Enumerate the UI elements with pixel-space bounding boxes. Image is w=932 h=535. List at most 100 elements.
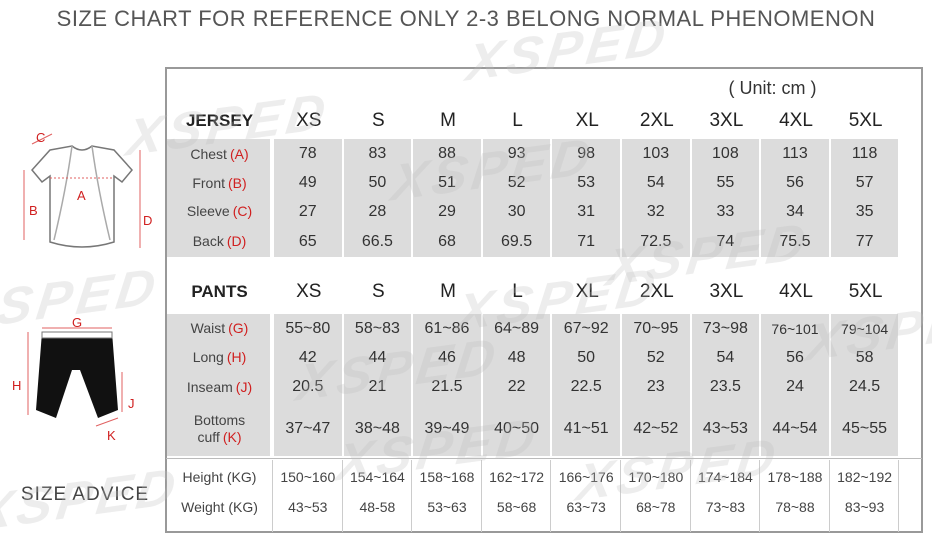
header-cell: 3XL: [709, 110, 744, 131]
header-cell: 2XL: [639, 281, 674, 302]
value-cell: 75.5: [779, 232, 811, 250]
advice-cell: 158~168: [419, 469, 475, 485]
value-cell: 74: [716, 232, 735, 250]
jersey-sketch: [31, 145, 133, 248]
value-cell: 55: [716, 174, 735, 191]
value-cell: 21.5: [431, 378, 463, 395]
header-cell: PANTS: [191, 282, 248, 301]
value-cell: 70~95: [633, 319, 679, 337]
value-cell: 73~98: [702, 319, 748, 337]
column-bg: [482, 139, 551, 257]
value-cell: 49: [298, 174, 317, 191]
column-bg: [761, 314, 829, 456]
value-cell: 23.5: [709, 378, 741, 395]
value-cell: 33: [716, 202, 735, 220]
value-cell: 24: [786, 378, 804, 395]
advice-sep: [341, 460, 343, 532]
jersey-letter: B: [29, 203, 38, 218]
column-bg: [343, 314, 412, 456]
advice-cell: 68~78: [636, 499, 676, 515]
value-cell: 52: [507, 174, 526, 191]
label-key: (K): [222, 429, 242, 445]
value-cell: 43~53: [702, 420, 748, 437]
value-cell: 72.5: [640, 232, 672, 250]
column-bg: [482, 314, 551, 456]
column-bg: [830, 314, 899, 456]
value-cell: 20.5: [292, 378, 324, 395]
advice-line: [166, 458, 922, 459]
header-cell: 3XL: [709, 281, 744, 302]
advice-cell: 178~188: [767, 469, 823, 485]
value-cell: 32: [646, 202, 665, 220]
value-cell: 27: [298, 202, 317, 220]
advice-cell: 48-58: [359, 499, 396, 515]
pants-letter: G: [72, 315, 82, 330]
header-cell: 2XL: [639, 110, 674, 131]
value-cell: 35: [855, 202, 874, 220]
header-cell: S: [372, 281, 385, 302]
advice-cell: 166~176: [558, 469, 614, 485]
value-cell: 56: [786, 174, 804, 191]
label: Back: [192, 233, 224, 249]
column-bg: [167, 314, 270, 456]
header-cell: XL: [575, 110, 599, 131]
value-cell: 65: [298, 232, 317, 250]
advice-cell: 162~172: [489, 469, 545, 485]
row-label-text: Sleeve (C): [187, 203, 252, 220]
advice-label: Height (KG): [182, 468, 257, 485]
advice-title: SIZE ADVICE: [20, 484, 150, 505]
diagrams: C A B D G H J K: [12, 130, 152, 443]
jersey-letter: C: [36, 130, 45, 145]
pants-sketch: [36, 331, 118, 418]
value-cell: 88: [438, 145, 456, 162]
advice-cell: 150~160: [280, 469, 336, 485]
value-cell: 51: [438, 174, 456, 191]
pants-measure: [27, 327, 123, 427]
label-key: (J): [235, 378, 253, 395]
value-cell: 68: [438, 232, 456, 250]
advice-cell: 170~180: [628, 469, 684, 485]
advice-cell: 53~63: [427, 499, 467, 515]
column-bg: [552, 139, 620, 257]
column-bg: [622, 314, 690, 456]
value-cell: 38~48: [354, 420, 400, 437]
column-bg: [167, 139, 270, 257]
value-cell: 50: [368, 174, 387, 191]
value-cell: 66.5: [361, 232, 393, 250]
value-cell: 31: [577, 202, 596, 220]
value-cell: 22.5: [570, 378, 602, 395]
advice-sep: [759, 460, 761, 532]
value-cell: 28: [368, 202, 387, 220]
column-bg: [274, 314, 342, 456]
row-label: Sleeve (C): [167, 197, 272, 226]
value-cell: 34: [786, 202, 804, 220]
advice-cell: 63~73: [566, 499, 606, 515]
advice-label: Weight (KG): [181, 498, 258, 515]
value-cell: 37~47: [285, 420, 331, 437]
row-label: Long (H): [167, 343, 272, 372]
pants-letter: K: [107, 428, 116, 443]
label-key: (C): [232, 203, 253, 219]
column-bg: [622, 139, 690, 257]
value-cell: 83: [368, 145, 387, 162]
header-cell: L: [512, 110, 523, 131]
row-label-text: Bottoms cuff (K): [189, 412, 251, 446]
advice-sep: [689, 460, 691, 532]
row-label-text: Front (B): [192, 175, 246, 192]
column-bg: [552, 314, 620, 456]
header-cell: XL: [575, 281, 599, 302]
advice-sep: [411, 460, 413, 532]
advice-sep: [480, 460, 482, 532]
value-cell: 108: [712, 145, 739, 162]
value-cell: 103: [642, 145, 670, 162]
row-label: Waist (G): [167, 314, 272, 343]
row-label: Inseam (J): [167, 372, 272, 402]
value-cell: 78: [298, 145, 317, 162]
advice-cell: 73~83: [705, 499, 746, 515]
row-label-text: Long (H): [193, 349, 247, 366]
advice-cell: 182~192: [837, 469, 893, 485]
label: Chest: [190, 145, 227, 162]
header-cell: M: [440, 110, 456, 131]
value-cell: 41~51: [563, 420, 609, 437]
label: Waist: [190, 320, 226, 336]
